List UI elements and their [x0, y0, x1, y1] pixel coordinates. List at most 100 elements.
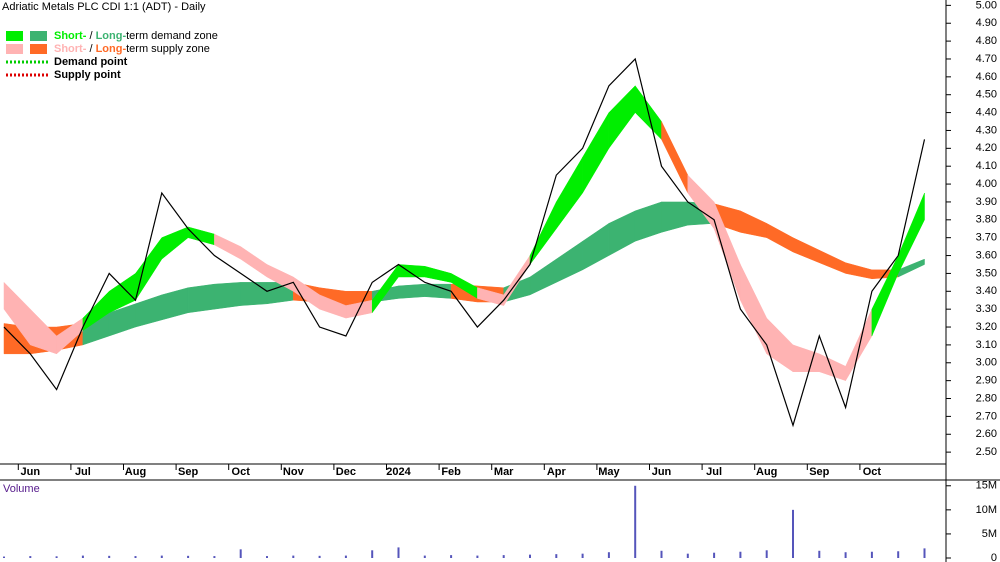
x-tick-label: Aug	[756, 466, 777, 478]
legend-text: /	[86, 43, 95, 55]
zone-band	[214, 282, 241, 310]
zone-band	[766, 317, 794, 373]
y-tick-label: 3.80	[976, 214, 997, 226]
y-tick-label: 2.90	[976, 375, 997, 387]
volume-bar	[765, 550, 768, 558]
x-tick-label: Jun	[21, 466, 41, 478]
volume-title: Volume	[3, 483, 40, 495]
zone-band	[582, 111, 610, 194]
y-tick-label: 10M	[976, 504, 997, 516]
y-tick-label: 2.70	[976, 410, 997, 422]
y-tick-label: 4.60	[976, 71, 997, 83]
x-tick-label: Jun	[652, 466, 672, 478]
zone-band	[608, 210, 636, 256]
legend-text: /	[86, 30, 95, 42]
volume-bar	[476, 555, 479, 558]
x-tick-label: Sep	[178, 466, 198, 478]
legend-text: Short-	[54, 43, 87, 55]
zone-band	[766, 222, 794, 253]
volume-bar	[739, 551, 742, 558]
y-tick-label: 3.10	[976, 339, 997, 351]
x-tick-label: Nov	[283, 466, 305, 478]
volume-bar	[792, 509, 794, 558]
y-tick-label: 2.50	[976, 446, 997, 458]
x-tick-label: Oct	[863, 466, 882, 478]
zone-band	[187, 283, 215, 314]
y-tick-label: 4.80	[976, 35, 997, 47]
legend-text: Long-	[96, 43, 127, 55]
zone-band	[529, 258, 557, 296]
zone-band	[424, 265, 452, 283]
zone-band	[240, 282, 268, 306]
volume-bar	[634, 485, 637, 558]
y-tick-label: 0	[991, 552, 997, 562]
volume-bar	[266, 556, 268, 558]
volume-bar	[923, 548, 926, 558]
volume-bar	[844, 552, 847, 558]
y-tick-label: 2.60	[976, 428, 997, 440]
legend-swatch	[6, 31, 23, 41]
zone-band	[819, 249, 846, 274]
volume-bar	[318, 555, 321, 558]
zone-band	[582, 222, 610, 271]
y-tick-label: 4.70	[976, 53, 997, 65]
y-tick-label: 4.20	[976, 142, 997, 154]
zone-band	[556, 240, 583, 283]
x-tick-label: Feb	[441, 466, 461, 478]
y-tick-label: 3.60	[976, 249, 997, 261]
y-tick-label: 2.80	[976, 392, 997, 404]
volume-bar	[187, 555, 190, 558]
volume-bar	[213, 556, 216, 558]
volume-bar	[108, 555, 111, 558]
volume-bar	[344, 555, 347, 558]
zone-band	[897, 192, 925, 274]
x-tick-label: Jul	[75, 466, 91, 478]
x-tick-label: Dec	[336, 466, 356, 478]
volume-bar	[660, 550, 663, 558]
y-tick-label: 3.40	[976, 285, 997, 297]
volume-bar	[423, 555, 426, 558]
y-tick-label: 4.30	[976, 124, 997, 136]
legend-text: term demand zone	[126, 30, 218, 42]
volume-bar	[292, 555, 295, 558]
x-tick-label: Apr	[547, 466, 567, 478]
y-tick-label: 4.90	[976, 17, 997, 29]
volume-bar	[502, 555, 505, 558]
x-tick-label: May	[598, 466, 620, 478]
zone-band	[608, 85, 636, 150]
volume-bar	[870, 551, 873, 558]
legend-text: term supply zone	[126, 43, 210, 55]
y-tick-label: 3.90	[976, 196, 997, 208]
zone-band	[161, 226, 189, 260]
zone-band	[845, 262, 873, 280]
volume-bar	[818, 550, 821, 558]
x-tick-label: Sep	[809, 466, 829, 478]
y-tick-label: 3.20	[976, 321, 997, 333]
zone-band	[161, 287, 189, 321]
legend-text: Supply point	[54, 69, 121, 81]
volume-bar	[371, 550, 374, 558]
legend-label: Short- / Long-term supply zone	[54, 43, 210, 55]
legend-text: Demand point	[54, 56, 128, 68]
zone-band	[792, 237, 820, 264]
zone-band	[556, 156, 583, 230]
x-tick-label: Oct	[232, 466, 251, 478]
volume-bar	[686, 553, 689, 558]
zone-band	[661, 121, 689, 194]
volume-bar	[81, 555, 84, 558]
zone-band	[871, 255, 899, 337]
volume-bar	[581, 553, 584, 558]
zone-band	[398, 264, 426, 278]
legend-swatch	[30, 44, 47, 54]
zone-band	[661, 201, 689, 233]
volume-bar	[555, 554, 558, 558]
legend-label: Demand point	[54, 56, 128, 68]
y-tick-label: 15M	[976, 480, 997, 492]
volume-bar	[29, 556, 32, 558]
legend-label: Supply point	[54, 69, 121, 81]
price-line	[3, 57, 926, 428]
volume-bar	[134, 556, 137, 558]
volume-bar	[239, 549, 242, 558]
y-tick-label: 4.10	[976, 160, 997, 172]
